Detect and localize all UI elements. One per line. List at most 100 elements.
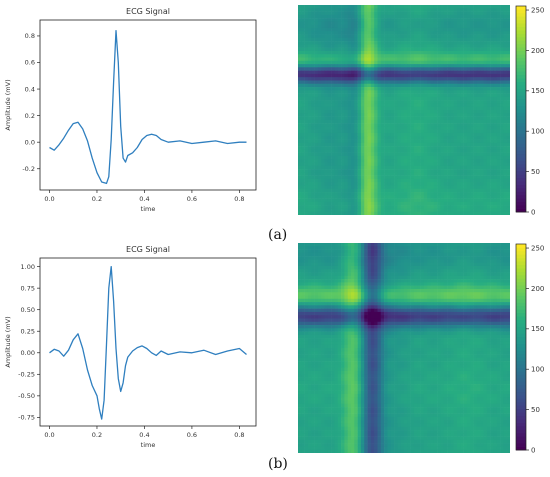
- colorbar-a-colorbar-step: [516, 12, 526, 17]
- heatmap-a-cell: [447, 106, 451, 111]
- heatmap-a-cell: [450, 5, 454, 9]
- heatmap-a-cell: [430, 21, 435, 25]
- heatmap-a-cell: [367, 149, 372, 153]
- heatmap-b-cell: [483, 279, 488, 283]
- heatmap-b-cell: [337, 246, 342, 250]
- heatmap-a-cell: [347, 27, 352, 32]
- heatmap-a-cell: [433, 123, 438, 127]
- heatmap-b-cell: [324, 246, 329, 250]
- heatmap-a-cell: [417, 57, 421, 62]
- heatmap-a-cell: [301, 119, 305, 124]
- heatmap-a-cell: [360, 34, 365, 39]
- heatmap-a-cell: [357, 116, 362, 121]
- heatmap-a-cell: [317, 44, 322, 48]
- heatmap-a-cell: [496, 155, 501, 160]
- heatmap-a-cell: [324, 67, 329, 71]
- heatmap-a-cell: [480, 64, 484, 68]
- heatmap-a-cell: [374, 110, 378, 114]
- heatmap-a-cell: [413, 37, 418, 42]
- heatmap-b-cell: [301, 246, 305, 250]
- heatmap-b-cell: [470, 265, 474, 270]
- heatmap-a-cell: [347, 8, 352, 12]
- heatmap-a-cell: [440, 96, 445, 101]
- heatmap-a-cell: [493, 14, 498, 19]
- heatmap-a-cell: [370, 64, 375, 68]
- heatmap-b-cell: [344, 262, 348, 267]
- heatmap-b-cell: [370, 249, 375, 254]
- heatmap-a-cell: [394, 37, 398, 42]
- heatmap-a-cell: [500, 123, 504, 127]
- heatmap-a-cell: [480, 172, 484, 176]
- heatmap-a-cell: [341, 87, 345, 91]
- heatmap-a-cell: [493, 80, 498, 85]
- heatmap-a-cell: [506, 73, 510, 78]
- heatmap-b-cell: [440, 275, 445, 280]
- heatmap-a-cell: [470, 201, 474, 206]
- heatmap-a-cell: [390, 185, 395, 190]
- heatmap-a-cell: [304, 123, 309, 127]
- heatmap-a-cell: [334, 83, 339, 88]
- heatmap-a-cell: [480, 18, 484, 22]
- heatmap-a-cell: [341, 116, 345, 121]
- heatmap-a-cell: [410, 21, 415, 25]
- heatmap-a-cell: [473, 136, 478, 140]
- heatmap-a-cell: [384, 172, 388, 176]
- heatmap-a-cell: [384, 211, 388, 215]
- heatmap-a-cell: [427, 159, 431, 163]
- heatmap-a-cell: [407, 41, 411, 45]
- heatmap-a-cell: [351, 41, 355, 45]
- heatmap-a-cell: [476, 90, 481, 94]
- heatmap-a-cell: [437, 159, 441, 163]
- heatmap-a-cell: [397, 106, 401, 111]
- heatmap-a-cell: [493, 198, 498, 203]
- heatmap-a-cell: [423, 90, 428, 94]
- heatmap-a-cell: [341, 50, 345, 55]
- heatmap-a-cell: [341, 198, 345, 203]
- heatmap-a-cell: [301, 77, 305, 81]
- heatmap-a-cell: [443, 93, 448, 98]
- heatmap-a-cell: [490, 41, 494, 45]
- heatmap-a-cell: [460, 96, 464, 101]
- heatmap-a-cell: [437, 172, 441, 176]
- heatmap-a-cell: [437, 103, 441, 108]
- heatmap-a-cell: [493, 119, 498, 124]
- heatmap-a-cell: [430, 80, 435, 85]
- heatmap-b-cell: [370, 243, 375, 247]
- heatmap-a-cell: [480, 70, 484, 75]
- heatmap-a-cell: [360, 113, 365, 117]
- heatmap-a-cell: [370, 90, 375, 94]
- heatmap-a-cell: [317, 142, 322, 147]
- heatmap-a-cell: [360, 5, 365, 9]
- heatmap-a-cell: [380, 155, 385, 160]
- heatmap-b-cell: [463, 279, 468, 283]
- heatmap-a-cell: [450, 77, 454, 81]
- heatmap-a-cell: [486, 205, 491, 209]
- heatmap-a-cell: [344, 64, 348, 68]
- heatmap-a-cell: [307, 67, 312, 71]
- heatmap-a-cell: [374, 136, 378, 140]
- heatmap-b-cell: [410, 262, 415, 267]
- heatmap-b-cell: [387, 243, 392, 247]
- heatmap-b-cell: [503, 252, 507, 257]
- heatmap-a-cell: [420, 41, 425, 45]
- heatmap-a-cell: [404, 50, 408, 55]
- heatmap-a-cell: [394, 64, 398, 68]
- heatmap-a-cell: [390, 90, 395, 94]
- heatmap-a-cell: [440, 67, 445, 71]
- heatmap-a-cell: [394, 178, 398, 183]
- heatmap-a-cell: [476, 50, 481, 55]
- heatmap-b-cell: [364, 275, 368, 280]
- heatmap-a-cell: [307, 185, 312, 190]
- heatmap-b-cell: [410, 272, 415, 277]
- heatmap-a-cell: [503, 21, 507, 25]
- heatmap-a-cell: [331, 149, 335, 153]
- heatmap-a-cell: [390, 54, 395, 58]
- heatmap-a-cell: [380, 103, 385, 108]
- heatmap-a-cell: [493, 5, 498, 9]
- heatmap-b-cell: [437, 269, 441, 273]
- heatmap-a-cell: [337, 37, 342, 42]
- heatmap-a-cell: [307, 116, 312, 121]
- heatmap-b-cell: [311, 249, 315, 254]
- heatmap-a-cell: [473, 93, 478, 98]
- heatmap-a-cell: [337, 67, 342, 71]
